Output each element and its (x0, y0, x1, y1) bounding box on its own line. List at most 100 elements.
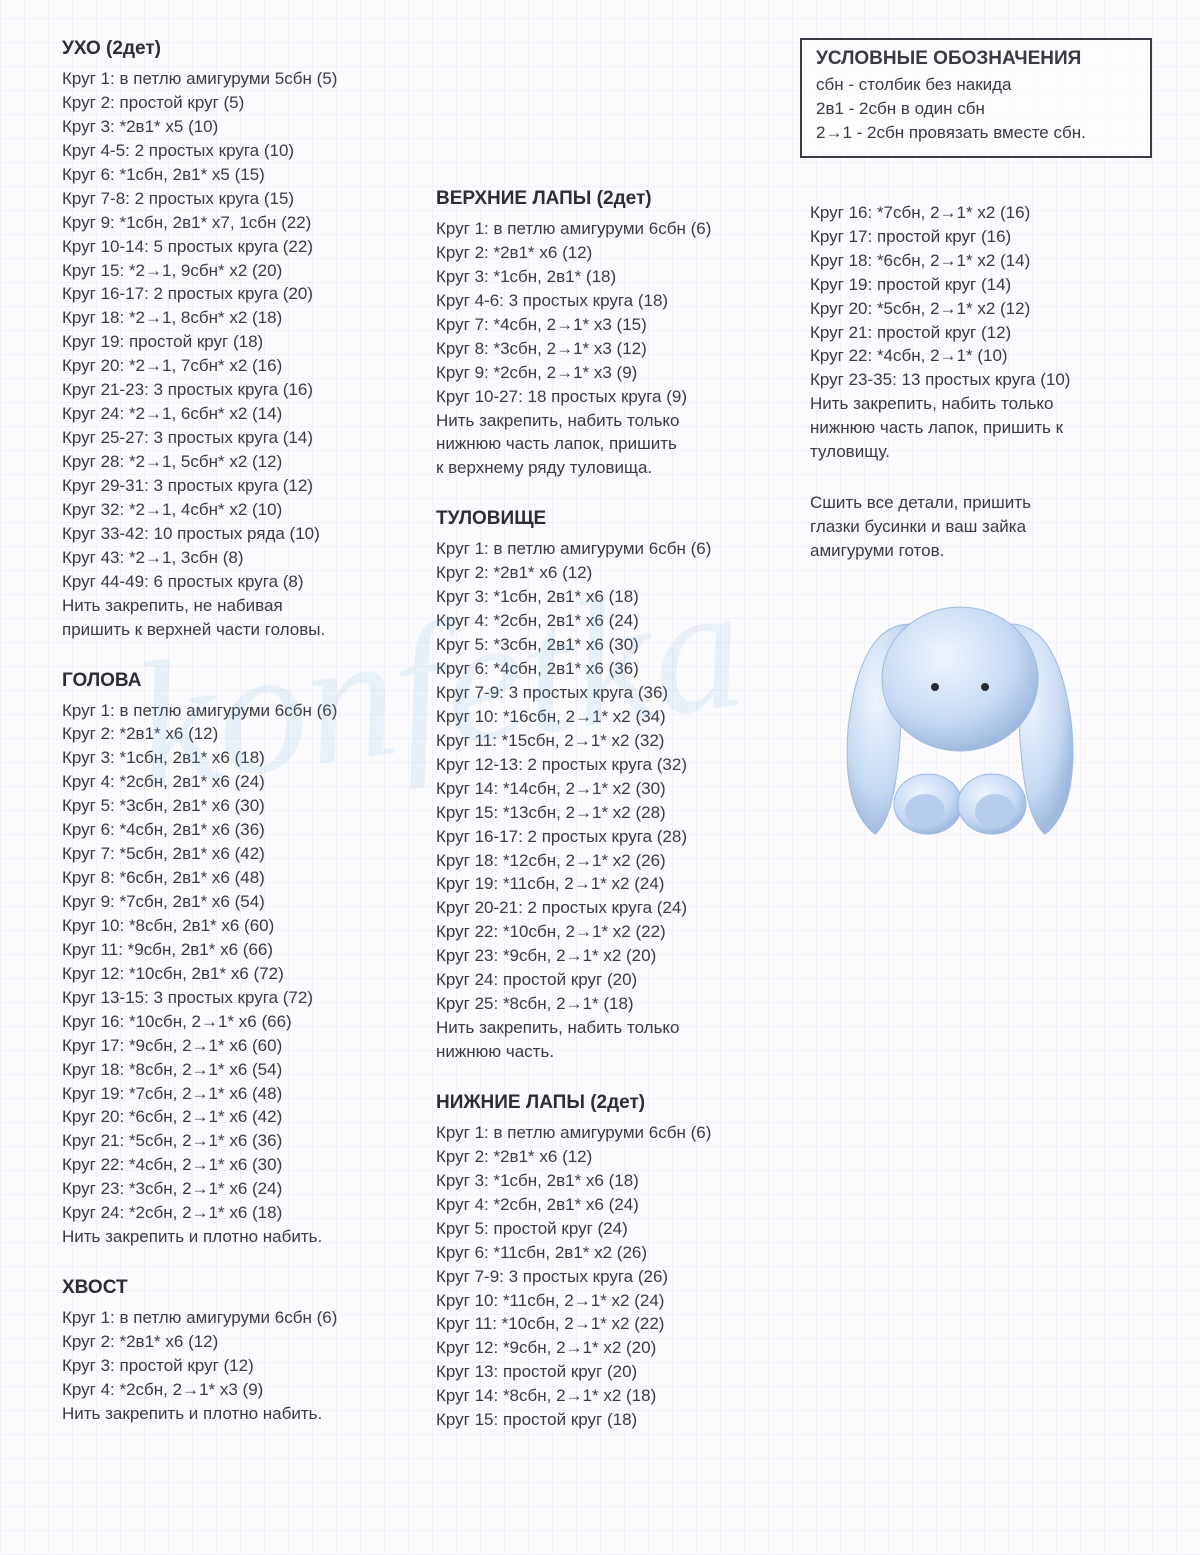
pattern-section: ГОЛОВА Круг 1: в петлю амигуруми 6сбн (6)… (62, 670, 402, 1250)
pattern-line: Круг 28: *2→1, 5сбн* х2 (12) (62, 451, 402, 474)
pattern-line: Круг 12: *10сбн, 2в1* х6 (72) (62, 963, 402, 986)
pattern-line: нижнюю часть лапок, пришить к (810, 417, 1150, 440)
pattern-line: Круг 4: *2сбн, 2в1* х6 (24) (436, 1194, 776, 1217)
pattern-line: Круг 17: *9сбн, 2→1* х6 (60) (62, 1035, 402, 1058)
bunny-illustration (820, 569, 1100, 869)
pattern-line: Круг 23-35: 13 простых круга (10) (810, 369, 1150, 392)
pattern-line: Круг 2: *2в1* х6 (12) (62, 1331, 402, 1354)
pattern-section: УХО (2дет)Круг 1: в петлю амигуруми 5сбн… (62, 38, 402, 642)
pattern-line: Круг 11: *10сбн, 2→1* х2 (22) (436, 1313, 776, 1336)
pattern-line: Круг 7: *4сбн, 2→1* х3 (15) (436, 314, 776, 337)
pattern-line: Круг 7-9: 3 простых круга (26) (436, 1266, 776, 1289)
pattern-section: ВЕРХНИЕ ЛАПЫ (2дет)Круг 1: в петлю амигу… (436, 188, 776, 480)
pattern-line: Круг 6: *4сбн, 2в1* х6 (36) (436, 658, 776, 681)
pattern-line: Круг 11: *15сбн, 2→1* х2 (32) (436, 730, 776, 753)
pattern-line: Круг 18: *2→1, 8сбн* х2 (18) (62, 307, 402, 330)
pattern-columns: УХО (2дет)Круг 1: в петлю амигуруми 5сбн… (62, 38, 1200, 1460)
pattern-line: Круг 29-31: 3 простых круга (12) (62, 475, 402, 498)
pattern-line: Нить закрепить и плотно набить. (62, 1403, 402, 1426)
pattern-line: Круг 4: *2сбн, 2в1* х6 (24) (436, 610, 776, 633)
pattern-line: Круг 2: *2в1* х6 (12) (436, 242, 776, 265)
pattern-line: Круг 20: *6сбн, 2→1* х6 (42) (62, 1106, 402, 1129)
pattern-line: Круг 22: *10сбн, 2→1* х2 (22) (436, 921, 776, 944)
pattern-line: Круг 20: *2→1, 7сбн* х2 (16) (62, 355, 402, 378)
pattern-line: Круг 19: *11сбн, 2→1* х2 (24) (436, 873, 776, 896)
pattern-line: к верхнему ряду туловища. (436, 457, 776, 480)
pattern-line: пришить к верхней части головы. (62, 619, 402, 642)
pattern-line: Круг 7-8: 2 простых круга (15) (62, 188, 402, 211)
pattern-line: Круг 13-15: 3 простых круга (72) (62, 987, 402, 1010)
pattern-line: Круг 2: *2в1* х6 (12) (62, 723, 402, 746)
pattern-line: Круг 1: в петлю амигуруми 6сбн (6) (62, 700, 402, 723)
pattern-line: Круг 19: простой круг (18) (62, 331, 402, 354)
pattern-line: Круг 6: *1сбн, 2в1* х5 (15) (62, 164, 402, 187)
pattern-line: Круг 25: *8сбн, 2→1* (18) (436, 993, 776, 1016)
pattern-line: Круг 18: *6сбн, 2→1* х2 (14) (810, 250, 1150, 273)
pattern-line: Нить закрепить, набить только (436, 1017, 776, 1040)
pattern-line: Круг 13: простой круг (20) (436, 1361, 776, 1384)
pattern-line: Круг 16-17: 2 простых круга (28) (436, 826, 776, 849)
pattern-line: туловищу. (810, 441, 1150, 464)
pattern-line: Нить закрепить, набить только (436, 410, 776, 433)
pattern-line: Круг 1: в петлю амигуруми 6сбн (6) (62, 1307, 402, 1330)
pattern-line: Круг 23: *3сбн, 2→1* х6 (24) (62, 1178, 402, 1201)
pattern-line: Круг 10: *16сбн, 2→1* х2 (34) (436, 706, 776, 729)
pattern-line: Круг 3: *1сбн, 2в1* х6 (18) (436, 586, 776, 609)
final-note-line: Сшить все детали, пришить (810, 492, 1150, 515)
pattern-line: Круг 18: *12сбн, 2→1* х2 (26) (436, 850, 776, 873)
pattern-line: Круг 7: *5сбн, 2в1* х6 (42) (62, 843, 402, 866)
pattern-line: Круг 19: простой круг (14) (810, 274, 1150, 297)
pattern-line: Круг 21: простой круг (12) (810, 322, 1150, 345)
pattern-line: Круг 1: в петлю амигуруми 6сбн (6) (436, 538, 776, 561)
pattern-line: Круг 20: *5сбн, 2→1* х2 (12) (810, 298, 1150, 321)
section-title: ГОЛОВА (62, 670, 402, 692)
column-3: УСЛОВНЫЕ ОБОЗНАЧЕНИЯ сбн - столбик без н… (810, 38, 1150, 869)
final-note-line: амигуруми готов. (810, 540, 1150, 563)
pattern-line: Круг 4-5: 2 простых круга (10) (62, 140, 402, 163)
legend-line: сбн - столбик без накида (816, 74, 1136, 97)
pattern-line: Круг 21-23: 3 простых круга (16) (62, 379, 402, 402)
pattern-section: Круг 16: *7сбн, 2→1* х2 (16)Круг 17: про… (810, 202, 1150, 464)
pattern-line: Круг 22: *4сбн, 2→1* х6 (30) (62, 1154, 402, 1177)
legend-box: УСЛОВНЫЕ ОБОЗНАЧЕНИЯ сбн - столбик без н… (800, 38, 1152, 158)
section-title: НИЖНИЕ ЛАПЫ (2дет) (436, 1092, 776, 1114)
pattern-line: Круг 11: *9сбн, 2в1* х6 (66) (62, 939, 402, 962)
pattern-line: Круг 2: *2в1* х6 (12) (436, 562, 776, 585)
pattern-line: Круг 1: в петлю амигуруми 5сбн (5) (62, 68, 402, 91)
pattern-line: Круг 25-27: 3 простых круга (14) (62, 427, 402, 450)
pattern-line: Круг 8: *6сбн, 2в1* х6 (48) (62, 867, 402, 890)
legend-title: УСЛОВНЫЕ ОБОЗНАЧЕНИЯ (816, 48, 1136, 70)
pattern-line: Круг 17: простой круг (16) (810, 226, 1150, 249)
legend-line: 2в1 - 2сбн в один сбн (816, 98, 1136, 121)
pattern-line: Круг 15: *2→1, 9сбн* х2 (20) (62, 260, 402, 283)
pattern-line: Круг 24: *2→1, 6сбн* х2 (14) (62, 403, 402, 426)
pattern-line: Круг 8: *3сбн, 2→1* х3 (12) (436, 338, 776, 361)
pattern-line: Круг 4: *2сбн, 2в1* х6 (24) (62, 771, 402, 794)
pattern-line: Нить закрепить и плотно набить. (62, 1226, 402, 1249)
pattern-line: Круг 3: простой круг (12) (62, 1355, 402, 1378)
pattern-section: ТУЛОВИЩЕ Круг 1: в петлю амигуруми 6сбн (… (436, 508, 776, 1064)
pattern-line: Круг 5: *3сбн, 2в1* х6 (30) (62, 795, 402, 818)
pattern-line: Круг 9: *1сбн, 2в1* х7, 1сбн (22) (62, 212, 402, 235)
pattern-line: Круг 12-13: 2 простых круга (32) (436, 754, 776, 777)
pattern-line: Круг 44-49: 6 простых круга (8) (62, 571, 402, 594)
section-title: ТУЛОВИЩЕ (436, 508, 776, 530)
pattern-line: Круг 18: *8сбн, 2→1* х6 (54) (62, 1059, 402, 1082)
pattern-line: нижнюю часть лапок, пришить (436, 433, 776, 456)
pattern-line: Круг 3: *1сбн, 2в1* х6 (18) (436, 1170, 776, 1193)
section-title: ВЕРХНИЕ ЛАПЫ (2дет) (436, 188, 776, 210)
pattern-line: Круг 21: *5сбн, 2→1* х6 (36) (62, 1130, 402, 1153)
pattern-line: Нить закрепить, не набивая (62, 595, 402, 618)
pattern-section: НИЖНИЕ ЛАПЫ (2дет)Круг 1: в петлю амигур… (436, 1092, 776, 1432)
pattern-line: Круг 7-9: 3 простых круга (36) (436, 682, 776, 705)
pattern-line: Круг 15: *13сбн, 2→1* х2 (28) (436, 802, 776, 825)
pattern-line: Круг 5: *3сбн, 2в1* х6 (30) (436, 634, 776, 657)
pattern-line: Круг 10-27: 18 простых круга (9) (436, 386, 776, 409)
pattern-line: Круг 16: *10сбн, 2→1* х6 (66) (62, 1011, 402, 1034)
pattern-line: Круг 9: *7сбн, 2в1* х6 (54) (62, 891, 402, 914)
legend-line: 2→1 - 2сбн провязать вместе сбн. (816, 122, 1136, 145)
pattern-line: Круг 15: простой круг (18) (436, 1409, 776, 1432)
pattern-line: Круг 16-17: 2 простых круга (20) (62, 283, 402, 306)
column-2: ВЕРХНИЕ ЛАПЫ (2дет) Круг 1: в петлю амигу… (436, 38, 776, 1460)
pattern-line: Круг 14: *14сбн, 2→1* х2 (30) (436, 778, 776, 801)
